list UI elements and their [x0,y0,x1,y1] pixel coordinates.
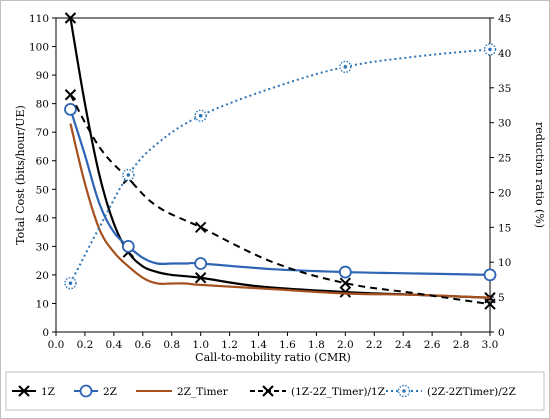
series-marker [338,265,352,279]
y2-axis-title: reduction ratio (%) [533,122,546,228]
y-tick-label: 0 [42,327,49,339]
y-axis-title: Total Cost (bits/hour/UE) [14,105,27,245]
y2-tick-label: 10 [498,257,511,269]
x-tick-label: 1.6 [279,339,296,351]
series-marker [484,298,496,310]
x-tick-label: 2.8 [453,339,470,351]
series-marker [194,221,207,234]
x-tick-label: 3.0 [482,339,499,351]
y-tick-label: 40 [36,213,49,225]
x-tick-label: 0.6 [134,339,151,351]
axes: 0.0 0.2 0.4 0.6 0.8 1.0 1.2 1.4 1.6 1.8 2.0 2.2 2.4 2… [29,13,511,351]
series-1 [64,102,497,282]
x-tick-label: 2.6 [424,339,441,351]
legend-label: (2Z-2ZTimer)/2Z [427,386,516,398]
legend: 1Z 2Z 2Z_Timer (1Z-2Z_Timer)/1Z (2Z-2ZTimer)… [5,371,545,411]
series-marker [122,168,135,182]
series-marker [64,102,77,116]
series-line [69,123,491,299]
series-marker [483,268,497,282]
legend-label: 1Z [41,386,55,398]
x-tick-label: 0.2 [77,339,94,351]
y-tick-label: 30 [36,241,49,253]
x-tick-label: 1.4 [250,339,267,351]
y-tick-label: 10 [36,298,49,310]
series-marker [339,60,352,74]
y-tick-label: 70 [36,127,49,139]
x-axis-title: Call-to-mobility ratio (CMR) [195,351,351,364]
legend-item-1: 2Z [74,384,117,398]
series-3 [64,89,496,310]
plot-area-border [55,17,491,333]
x-tick-label: 1.8 [308,339,325,351]
x-tick-label: 1.0 [192,339,209,351]
y2-tick-label: 5 [498,292,505,304]
series-marker [121,239,135,253]
y-tick-label: 90 [36,70,49,82]
y-tick-label: 80 [36,99,49,111]
series-marker [64,276,77,290]
series-marker [64,89,77,101]
legend-marker [262,385,274,397]
series-2 [69,123,491,299]
series-marker [194,109,207,122]
y-tick-label: 20 [36,270,49,282]
y-tick-label: 50 [36,184,49,196]
series-line [69,48,491,284]
legend-item-2: 2Z_Timer [136,386,229,398]
x-tick-label: 0.8 [163,339,180,351]
y2-tick-label: 30 [498,118,511,130]
x-tick-label: 0.4 [106,339,123,351]
y2-tick-label: 20 [498,187,511,199]
y2-tick-label: 15 [498,222,511,234]
x-tick-label: 2.4 [395,339,412,351]
legend-label: 2Z [103,386,117,398]
series-line [69,94,491,306]
y2-tick-label: 35 [498,83,511,95]
y-tick-label: 110 [29,13,49,25]
series-marker [339,286,352,298]
legend-label: 2Z_Timer [177,386,229,398]
legend-marker [79,384,93,398]
series-layer [64,12,497,310]
y2-tick-label: 25 [498,153,511,165]
x-tick-label: 1.2 [221,339,238,351]
series-marker [339,277,352,289]
series-4 [64,43,497,290]
series-marker [483,43,497,56]
legend-item-0: 1Z [12,385,55,398]
legend-item-3: (1Z-2Z_Timer)/1Z [250,385,385,398]
y-tick-label: 100 [29,42,49,54]
x-tick-label: 0.0 [48,339,65,351]
y2-tick-label: 0 [498,327,505,339]
legend-marker [397,384,411,398]
x-tick-label: 2.0 [337,339,354,351]
series-marker [64,12,77,24]
legend-marker [18,385,30,397]
legend-item-4: (2Z-2ZTimer)/2Z [386,384,516,398]
series-0 [64,12,496,304]
x-tick-label: 2.2 [366,339,383,351]
series-marker [194,257,208,270]
y-tick-label: 60 [36,156,49,168]
y2-tick-label: 45 [498,13,511,25]
y2-tick-label: 40 [498,48,511,60]
legend-label: (1Z-2Z_Timer)/1Z [291,386,385,398]
series-marker [194,272,207,284]
